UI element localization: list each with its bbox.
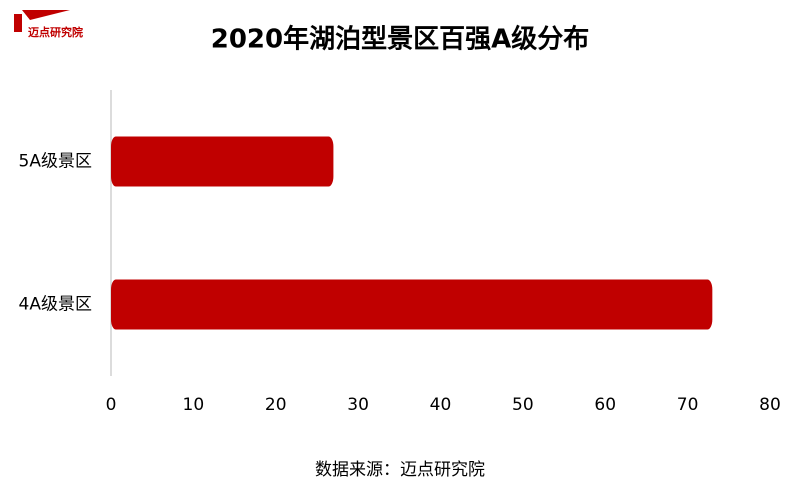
x-tick-label: 10: [183, 395, 205, 415]
bar: [111, 136, 334, 187]
x-tick-label: 50: [512, 395, 534, 415]
source-note: 数据来源：迈点研究院: [315, 460, 485, 480]
chart-title: 2020年湖泊型景区百强A级分布: [211, 24, 590, 55]
y-tick-label: 5A级景区: [19, 152, 92, 172]
x-tick-label: 70: [677, 395, 699, 415]
bar: [111, 279, 713, 330]
x-tick-label: 40: [430, 395, 452, 415]
y-tick-label: 4A级景区: [19, 295, 92, 315]
x-tick-label: 80: [759, 395, 781, 415]
x-tick-label: 0: [106, 395, 117, 415]
logo: 迈点研究院: [14, 10, 83, 39]
logo-text: 迈点研究院: [28, 25, 83, 39]
x-tick-label: 20: [265, 395, 287, 415]
x-tick-label: 30: [347, 395, 369, 415]
logo-flag: [22, 10, 70, 20]
x-tick-label: 60: [594, 395, 616, 415]
logo-tower: [14, 14, 22, 32]
